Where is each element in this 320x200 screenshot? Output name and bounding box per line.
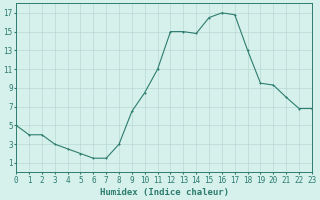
X-axis label: Humidex (Indice chaleur): Humidex (Indice chaleur) (100, 188, 228, 197)
